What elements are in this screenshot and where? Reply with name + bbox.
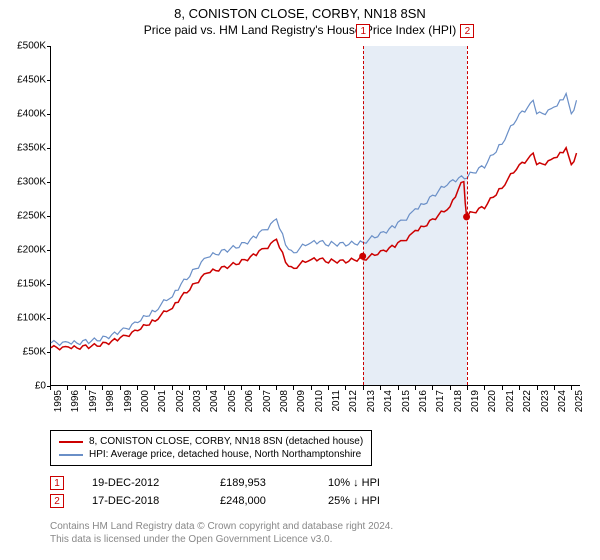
series-property <box>51 148 577 350</box>
plot-region: 12 <box>50 46 580 386</box>
y-tick-label: £500K <box>17 41 46 52</box>
legend-row: HPI: Average price, detached house, Nort… <box>59 448 363 461</box>
x-tick-label: 2013 <box>366 390 377 412</box>
x-tick-label: 2001 <box>157 390 168 412</box>
legend-label: HPI: Average price, detached house, Nort… <box>89 449 361 460</box>
x-tick-label: 2016 <box>418 390 429 412</box>
title-block: 8, CONISTON CLOSE, CORBY, NN18 8SN Price… <box>0 0 600 37</box>
y-tick-label: £150K <box>17 279 46 290</box>
x-tick-label: 2025 <box>574 390 585 412</box>
sale-marker: 2 <box>50 494 64 508</box>
y-tick-label: £450K <box>17 75 46 86</box>
sale-date: 17-DEC-2018 <box>92 495 192 507</box>
sales-table: 1 19-DEC-2012 £189,953 10% ↓ HPI 2 17-DEC-201… <box>50 474 428 510</box>
x-tick-label: 2015 <box>401 390 412 412</box>
x-tick-label: 2007 <box>262 390 273 412</box>
x-tick-label: 2010 <box>314 390 325 412</box>
sale-marker-box: 2 <box>460 24 474 38</box>
sale-marker: 1 <box>50 476 64 490</box>
sale-date: 19-DEC-2012 <box>92 477 192 489</box>
sale-marker-box: 1 <box>356 24 370 38</box>
footer-attribution: Contains HM Land Registry data © Crown c… <box>50 520 393 546</box>
x-tick-label: 2017 <box>435 390 446 412</box>
sale-row: 2 17-DEC-2018 £248,000 25% ↓ HPI <box>50 492 428 510</box>
x-tick-label: 2000 <box>140 390 151 412</box>
sale-vline <box>467 46 468 385</box>
y-tick-label: £100K <box>17 313 46 324</box>
y-tick-label: £0 <box>35 381 46 392</box>
x-tick-label: 1998 <box>105 390 116 412</box>
sale-vline <box>363 46 364 385</box>
sale-delta: 10% ↓ HPI <box>328 477 428 489</box>
legend-swatch <box>59 441 83 443</box>
y-axis-labels: £0£50K£100K£150K£200K£250K£300K£350K£400… <box>2 46 46 386</box>
y-tick-label: £50K <box>23 347 46 358</box>
legend-label: 8, CONISTON CLOSE, CORBY, NN18 8SN (deta… <box>89 436 363 447</box>
x-tick-label: 2008 <box>279 390 290 412</box>
x-tick-label: 2006 <box>244 390 255 412</box>
x-tick-label: 1997 <box>88 390 99 412</box>
chart-area: 12 £0£50K£100K£150K£200K£250K£300K£350K£… <box>50 46 580 386</box>
x-tick-label: 2011 <box>331 390 342 412</box>
x-tick-label: 2023 <box>540 390 551 412</box>
sale-delta: 25% ↓ HPI <box>328 495 428 507</box>
y-tick-label: £400K <box>17 109 46 120</box>
chart-container: 8, CONISTON CLOSE, CORBY, NN18 8SN Price… <box>0 0 600 560</box>
x-tick-label: 2005 <box>227 390 238 412</box>
y-tick-label: £250K <box>17 211 46 222</box>
line-layer <box>51 46 580 385</box>
x-tick-label: 2004 <box>209 390 220 412</box>
x-tick-label: 2014 <box>383 390 394 412</box>
x-axis-labels: 1995 1996 1997 1998 1999 2000 2001 2002 2003 2004… <box>50 386 580 426</box>
chart-title: 8, CONISTON CLOSE, CORBY, NN18 8SN <box>0 6 600 21</box>
legend-swatch <box>59 454 83 456</box>
legend: 8, CONISTON CLOSE, CORBY, NN18 8SN (deta… <box>50 430 372 466</box>
y-tick-label: £300K <box>17 177 46 188</box>
chart-subtitle: Price paid vs. HM Land Registry's House … <box>0 23 600 37</box>
sale-price: £189,953 <box>220 477 300 489</box>
sale-price: £248,000 <box>220 495 300 507</box>
footer-line: This data is licensed under the Open Gov… <box>50 533 393 546</box>
x-tick-label: 1996 <box>70 390 81 412</box>
x-tick-label: 2019 <box>470 390 481 412</box>
y-tick-label: £350K <box>17 143 46 154</box>
y-tick-label: £200K <box>17 245 46 256</box>
sale-row: 1 19-DEC-2012 £189,953 10% ↓ HPI <box>50 474 428 492</box>
x-tick-label: 2022 <box>522 390 533 412</box>
x-tick-label: 2020 <box>487 390 498 412</box>
x-tick-label: 1999 <box>123 390 134 412</box>
x-tick-label: 2024 <box>557 390 568 412</box>
x-tick-label: 2018 <box>453 390 464 412</box>
series-hpi <box>51 93 577 345</box>
legend-row: 8, CONISTON CLOSE, CORBY, NN18 8SN (deta… <box>59 435 363 448</box>
x-tick-label: 2003 <box>192 390 203 412</box>
x-tick-label: 1995 <box>53 390 64 412</box>
x-tick-label: 2002 <box>175 390 186 412</box>
footer-line: Contains HM Land Registry data © Crown c… <box>50 520 393 533</box>
x-tick-label: 2021 <box>505 390 516 412</box>
x-tick-label: 2009 <box>296 390 307 412</box>
x-tick-label: 2012 <box>348 390 359 412</box>
